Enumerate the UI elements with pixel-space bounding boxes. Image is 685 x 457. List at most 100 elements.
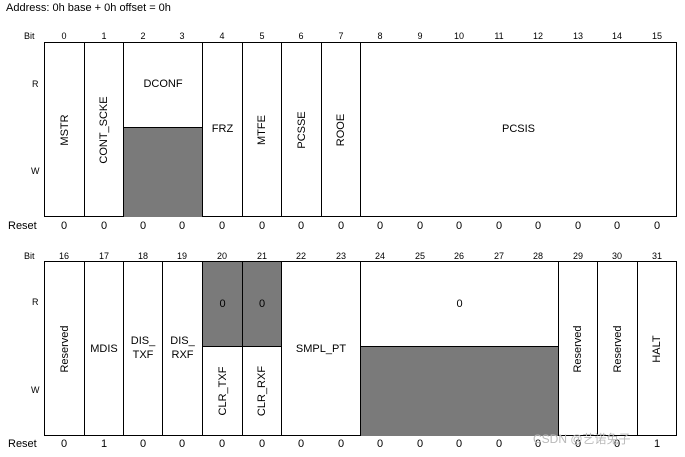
field-mdis: MDIS (84, 261, 124, 436)
reset-value: 0 (258, 220, 266, 232)
field-reserved-29: Reserved (558, 261, 598, 436)
reset-value: 0 (178, 438, 186, 450)
reset-value: 0 (376, 220, 384, 232)
bit-number: 18 (137, 251, 148, 261)
field-cont-scke: CONT_SCKE (84, 42, 124, 217)
reset-value: 0 (337, 220, 345, 232)
bit-number: 9 (417, 31, 423, 41)
field-read-value: 0 (258, 298, 266, 310)
bit-number: 22 (295, 251, 306, 261)
reset-value: 0 (218, 438, 226, 450)
field-frz: FRZ (202, 42, 243, 217)
reset-value: 0 (534, 438, 542, 450)
field-mtfe: MTFE (242, 42, 282, 217)
reserved-write-shading (124, 127, 202, 217)
bit-number: 14 (611, 31, 622, 41)
field-label: PCSIS (501, 123, 535, 135)
read-label: R (32, 297, 39, 307)
field-reserved-30: Reserved (597, 261, 638, 436)
write-label: W (31, 166, 40, 176)
field-label: DIS_ (170, 335, 195, 347)
bit-number: 20 (216, 251, 227, 261)
reset-value: 0 (376, 438, 384, 450)
reset-value: 0 (613, 220, 621, 232)
field-read-value: 0 (219, 298, 226, 310)
field-smpl-pt: SMPL_PT (281, 261, 361, 436)
bit-number: 19 (176, 251, 187, 261)
reserved-read-shading (203, 262, 242, 347)
read-label: R (32, 79, 39, 89)
reset-value: 0 (139, 438, 147, 450)
bit-number: 24 (374, 251, 385, 261)
bit-number: 12 (532, 31, 543, 41)
bit-number: 21 (256, 251, 267, 261)
bit-number: 29 (572, 251, 583, 261)
field-label: RXF (171, 349, 194, 361)
reset-value: 0 (495, 220, 503, 232)
field-label: CLR_RXF (256, 365, 268, 417)
bit-number: 0 (61, 31, 67, 41)
field-label: MDIS (90, 343, 118, 355)
reset-label: Reset (8, 438, 37, 450)
reset-value: 0 (337, 438, 345, 450)
field-label: MSTR (58, 113, 71, 146)
field-halt: HALT (637, 261, 677, 436)
reset-value: 0 (416, 438, 424, 450)
reset-value: 0 (455, 438, 463, 450)
address-caption: Address: 0h base + 0h offset = 0h (6, 2, 171, 14)
bit-number: 30 (611, 251, 622, 261)
bit-number: 10 (453, 31, 464, 41)
reset-value: 0 (258, 438, 266, 450)
bit-number: 3 (179, 31, 185, 41)
bit-number: 6 (298, 31, 304, 41)
reserved-read-shading (243, 262, 281, 347)
reset-value: 0 (218, 220, 226, 232)
field-label: TXF (132, 349, 154, 361)
field-reserved-16: Reserved (44, 261, 85, 436)
reserved-write-shading (361, 346, 558, 436)
bit-number: 28 (532, 251, 543, 261)
bit-number: 27 (493, 251, 504, 261)
field-label: Reserved (572, 324, 584, 373)
field-label: SMPL_PT (295, 343, 347, 355)
field-mstr: MSTR (44, 42, 85, 217)
field-label: PCSSE (295, 110, 308, 149)
field-label: Reserved (611, 324, 624, 373)
reset-value: 0 (60, 438, 68, 450)
reset-label: Reset (8, 220, 37, 232)
reset-value: 0 (495, 438, 503, 450)
bit-label: Bit (24, 31, 35, 41)
field-dconf: DCONF (123, 42, 203, 217)
field-label: HALT (651, 334, 663, 363)
field-clr-rxf: 0 CLR_RXF (242, 261, 282, 436)
bit-number: 16 (58, 251, 69, 261)
bit-number: 1 (101, 31, 107, 41)
field-pcsis: PCSIS (360, 42, 677, 217)
field-clr-txf: 0 CLR_TXF (202, 261, 243, 436)
bit-number: 11 (494, 31, 504, 41)
reset-value: 0 (178, 220, 186, 232)
field-label: Reserved (58, 324, 71, 373)
field-label: DIS_ (130, 335, 156, 347)
reset-value: 0 (100, 220, 108, 232)
bit-label: Bit (24, 251, 35, 261)
reset-value: 0 (613, 438, 621, 450)
bit-number: 13 (572, 31, 583, 41)
field-label: ROOE (335, 113, 347, 146)
bit-number: 31 (651, 251, 662, 261)
reset-value: 0 (297, 438, 305, 450)
reset-value: 0 (297, 220, 305, 232)
bit-number: 5 (259, 31, 265, 41)
bit-number: 8 (377, 31, 383, 41)
reset-value: 0 (574, 220, 582, 232)
watermark: CSDN @艺诺兔子 (533, 432, 631, 446)
field-dis-rxf: DIS_ RXF (162, 261, 203, 436)
write-label: W (31, 385, 40, 395)
reset-value: 0 (416, 220, 424, 232)
bit-number: 7 (338, 31, 344, 41)
field-read-value: 0 (456, 298, 463, 310)
reset-value: 0 (455, 220, 463, 232)
reset-value: 1 (653, 438, 661, 450)
field-label: CONT_SCKE (98, 95, 110, 164)
field-label: DCONF (143, 78, 183, 90)
